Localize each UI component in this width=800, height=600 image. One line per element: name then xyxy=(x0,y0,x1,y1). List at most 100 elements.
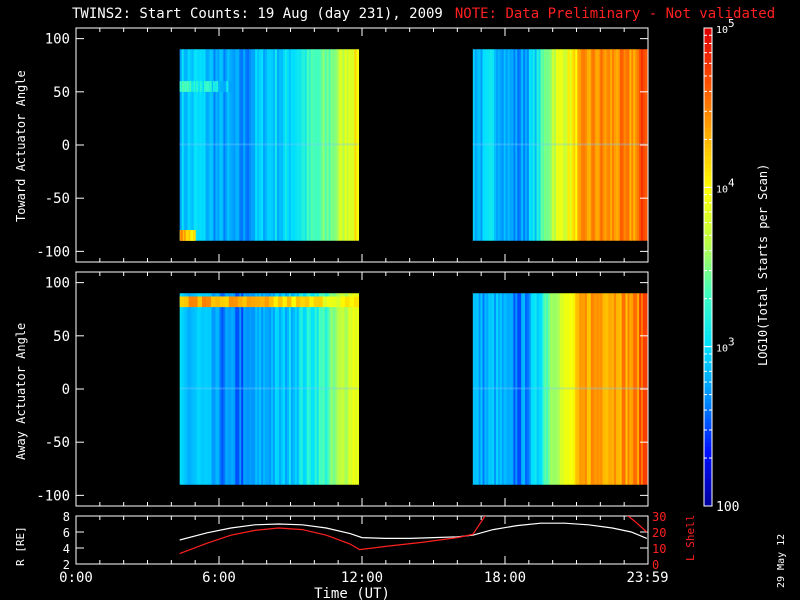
colorbar-cell xyxy=(704,394,712,399)
colorbar-cell xyxy=(704,59,712,65)
heatmap-column xyxy=(490,49,493,241)
heatmap-column xyxy=(340,49,344,241)
heatmap-band xyxy=(206,81,209,92)
heatmap-band xyxy=(224,296,230,308)
heatmap-column xyxy=(201,293,205,485)
heatmap-column xyxy=(271,49,274,241)
colorbar-cell xyxy=(704,255,712,260)
y-tick-label: 0 xyxy=(62,138,70,154)
heatmap-column xyxy=(604,49,607,241)
heatmap-column xyxy=(596,49,600,241)
heatmap-column xyxy=(523,293,526,485)
heatmap-column xyxy=(528,49,532,241)
heatmap-column xyxy=(476,293,480,485)
heatmap-column xyxy=(488,49,491,241)
heatmap-band xyxy=(186,81,188,92)
heatmap-column xyxy=(243,49,246,241)
heatmap-column xyxy=(563,293,567,485)
heatmap-band xyxy=(277,296,284,308)
heatmap-column xyxy=(567,293,571,485)
zero-angle-row xyxy=(179,143,359,146)
colorbar-cell xyxy=(704,386,712,391)
heatmap-band xyxy=(191,81,194,92)
heatmap-column xyxy=(505,49,509,241)
colorbar-cell xyxy=(704,219,712,224)
heatmap-column xyxy=(183,293,187,485)
heatmap-column xyxy=(348,293,352,485)
heatmap-column xyxy=(606,49,609,241)
colorbar-cell xyxy=(704,454,712,459)
heatmap-column xyxy=(352,293,356,485)
heatmap-column xyxy=(288,49,292,241)
heatmap-band xyxy=(179,296,185,308)
heatmap-band xyxy=(184,296,190,308)
colorbar-cell xyxy=(704,107,712,113)
heatmap-column xyxy=(513,49,516,241)
heatmap-column xyxy=(275,293,278,485)
heatmap-column xyxy=(521,49,524,241)
heatmap-column xyxy=(503,293,507,485)
heatmap-column xyxy=(492,293,495,485)
heatmap-column xyxy=(179,49,183,241)
heatmap-column xyxy=(631,293,634,485)
heatmap-column xyxy=(267,49,270,241)
heatmap-column xyxy=(610,293,613,485)
heatmap-band xyxy=(327,296,333,308)
heatmap-column xyxy=(275,49,278,241)
colorbar-cell xyxy=(704,302,712,308)
heatmap-column xyxy=(199,49,203,241)
y-tick-label: 100 xyxy=(45,276,70,292)
heatmap-column xyxy=(237,293,240,485)
heatmap-band xyxy=(195,81,197,92)
heatmap-band xyxy=(221,81,224,92)
heatmap-band xyxy=(192,81,195,92)
heatmap-column xyxy=(225,293,228,485)
heatmap-column xyxy=(596,293,600,485)
heatmap-column xyxy=(304,49,308,241)
heatmap-column xyxy=(584,293,588,485)
x-tick-label: 18:00 xyxy=(484,570,526,586)
heatmap-column xyxy=(600,49,603,241)
heatmap-column xyxy=(592,293,596,485)
heatmap-column xyxy=(577,293,580,485)
heatmap-band xyxy=(188,296,194,308)
colorbar-cell xyxy=(704,147,712,152)
heatmap-column xyxy=(472,293,476,485)
heatmap-column xyxy=(497,49,501,241)
heatmap-column xyxy=(583,49,586,241)
heatmap-column xyxy=(308,49,312,241)
heatmap-column xyxy=(193,49,197,241)
heatmap-column xyxy=(195,293,199,485)
heatmap-column xyxy=(633,293,636,485)
heatmap-column xyxy=(265,293,268,485)
heatmap-column xyxy=(472,49,476,241)
heatmap-column xyxy=(513,293,516,485)
heatmap-column xyxy=(604,293,607,485)
colorbar-cell xyxy=(704,354,712,360)
heatmap-column xyxy=(280,293,284,485)
heatmap-column xyxy=(328,293,332,485)
heatmap-band xyxy=(197,296,203,308)
heatmap-column xyxy=(229,49,232,241)
heatmap-column xyxy=(344,293,348,485)
heatmap-column xyxy=(346,293,350,485)
heatmap-column xyxy=(318,293,322,485)
heatmap-column xyxy=(185,293,189,485)
heatmap-column xyxy=(573,49,576,241)
colorbar-cell xyxy=(704,111,712,117)
heatmap-band xyxy=(260,296,266,308)
heatmap-column xyxy=(526,49,530,241)
zero-angle-row xyxy=(472,387,647,390)
heatmap-column xyxy=(627,293,631,485)
heatmap-column xyxy=(257,49,260,241)
heatmap-column xyxy=(548,293,551,485)
colorbar-cell xyxy=(704,346,712,352)
colorbar-label: LOG10(Total Starts per Scan) xyxy=(756,163,770,366)
heatmap-band xyxy=(353,296,360,308)
heatmap-column xyxy=(623,293,627,485)
colorbar-cell xyxy=(704,95,712,101)
heatmap-column xyxy=(300,49,304,241)
heatmap-column xyxy=(231,293,234,485)
bottom-panel-y2label: L Shell xyxy=(684,514,697,561)
